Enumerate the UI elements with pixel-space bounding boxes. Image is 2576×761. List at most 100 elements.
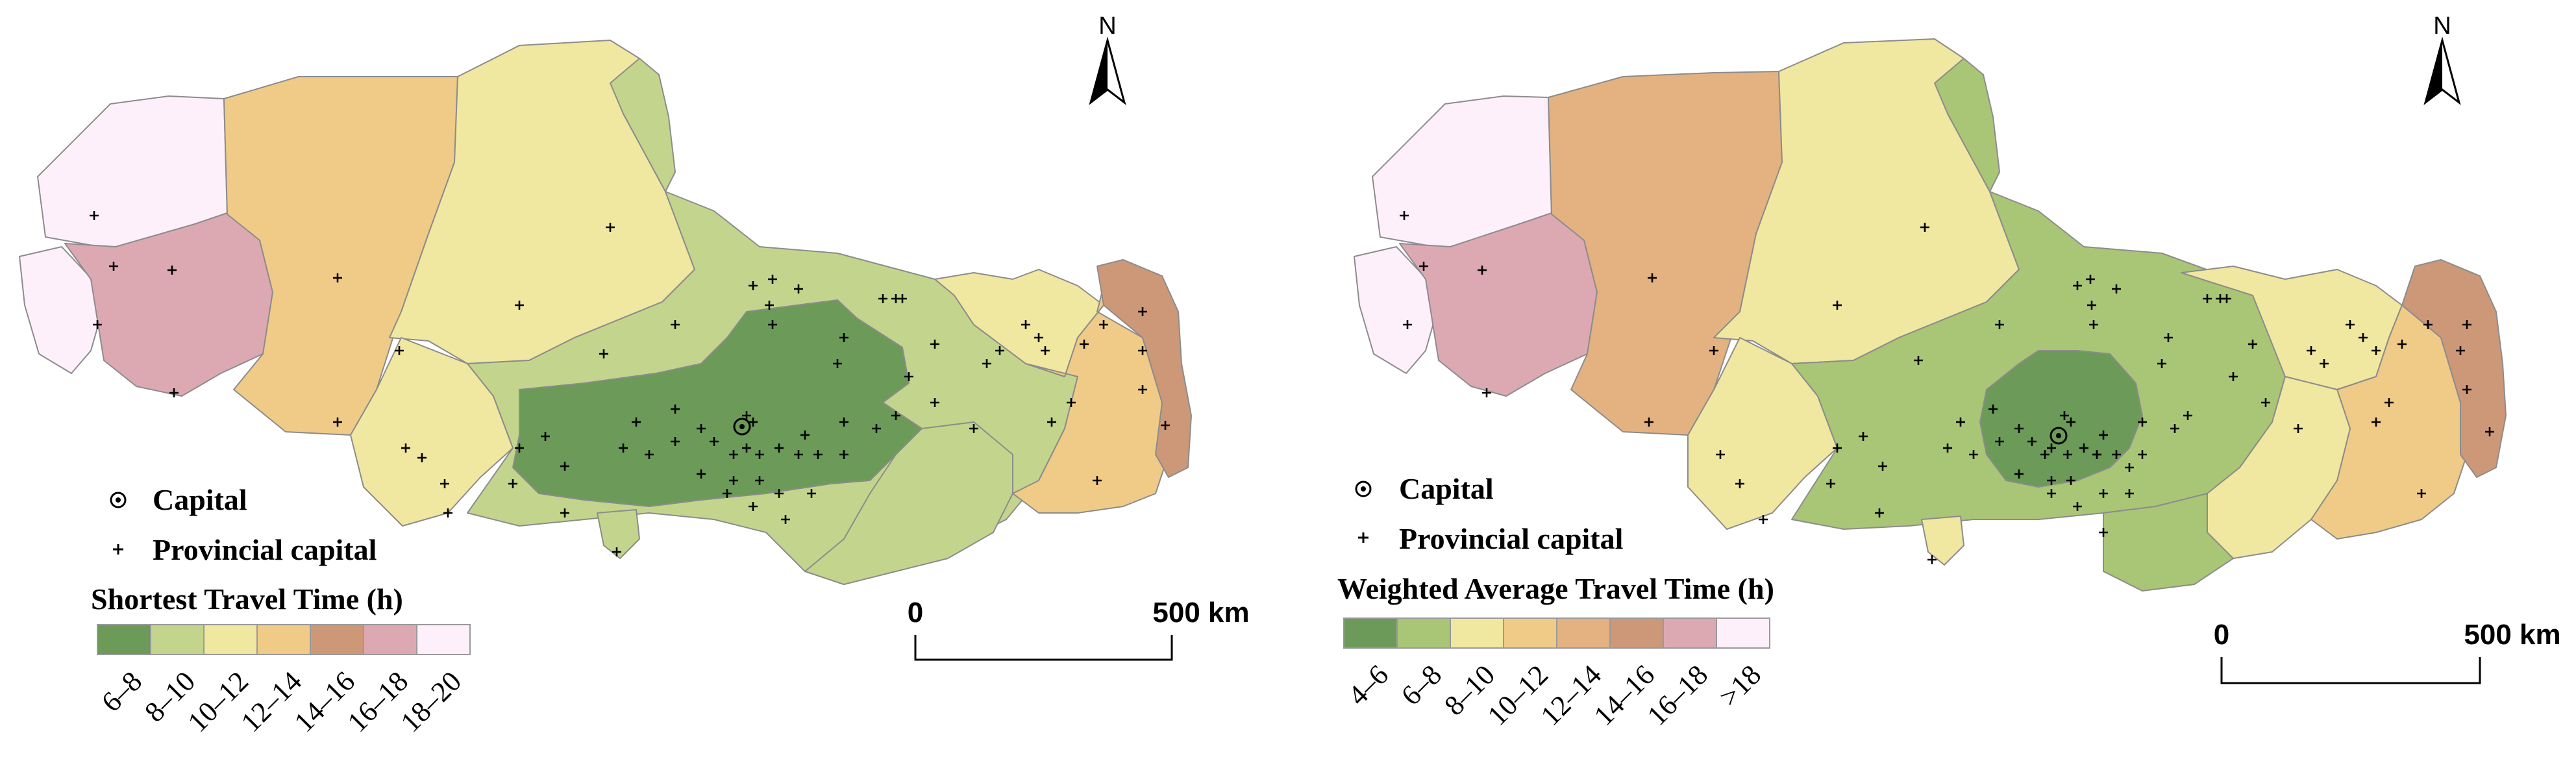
provincial-capital-marker: [401, 443, 410, 453]
provincial-capital-marker: [2359, 333, 2368, 342]
provincial-capital-marker: [2229, 372, 2238, 381]
provincial-capital-marker: [2183, 411, 2192, 420]
provincial-capital-marker: [697, 424, 706, 433]
provincial-capital-marker: [619, 443, 628, 453]
provincial-capital-marker: [2099, 430, 2108, 440]
provincial-capital-marker: [749, 281, 758, 290]
provincial-capital-marker: [729, 476, 738, 485]
provincial-capital-marker: [93, 320, 102, 329]
provincial-capital-marker: [560, 462, 569, 471]
provincial-capital-marker: [1995, 320, 2004, 329]
scale-bar-line: [2220, 657, 2481, 684]
provincial-capital-marker: [417, 453, 427, 462]
provincial-capital-marker: [749, 418, 758, 427]
provincial-capital-marker: [813, 450, 823, 459]
provincial-capital-marker: [2125, 463, 2134, 472]
provincial-capital-marker: [1419, 262, 1428, 271]
provincial-capital-marker: [632, 418, 641, 427]
legend-class-label: 18–20: [395, 665, 467, 738]
north-label: N: [2433, 12, 2451, 40]
legend-swatch: [1556, 618, 1611, 649]
legend-capital-label: Capital: [1399, 472, 1494, 505]
provincial-capital-marker: [1080, 340, 1089, 349]
provincial-capital-marker: [606, 223, 615, 232]
provincial-capital-marker: [541, 432, 550, 441]
provincial-capital-marker: [1093, 476, 1102, 485]
provincial-capital-marker: [898, 294, 907, 303]
provincial-capital-marker: [742, 443, 751, 453]
region-north-green: [1934, 58, 2000, 192]
region-east-orange: [1012, 285, 1169, 514]
provincial-capital-marker: [697, 469, 706, 479]
legend-swatch: [1716, 618, 1770, 649]
provincial-capital-marker: [2112, 450, 2121, 459]
provincial-capital-marker: [1759, 515, 1768, 524]
legend-class-label: 6–8: [1395, 658, 1448, 711]
provincial-capital-marker: [333, 418, 342, 427]
legend-swatch: [256, 624, 311, 655]
provincial-capital-marker: [2294, 424, 2303, 433]
legend-capital-label: Capital: [153, 483, 247, 516]
provincial-capital-marker: [90, 211, 99, 220]
provincial-capital-marker: [833, 359, 842, 368]
provincial-capital-marker: [1400, 211, 1409, 220]
provincial-capital-marker: [671, 437, 680, 446]
legend-swatch: [1450, 618, 1504, 649]
provincial-capital-marker: [2014, 424, 2024, 433]
provincial-capital-marker: [768, 320, 777, 329]
provincial-capital-marker: [671, 405, 680, 414]
provincial-capital-marker: [1927, 555, 1937, 564]
capital-marker-dot: [739, 424, 745, 429]
region-east-brown: [1096, 259, 1192, 478]
left-provincial-capitals: [90, 211, 1170, 556]
provincial-capital-marker: [2047, 489, 2056, 498]
provincial-capital-marker: [1914, 356, 1923, 365]
provincial-capital-marker: [1833, 443, 1842, 453]
provincial-capital-marker: [794, 450, 803, 459]
provincial-capital-marker: [768, 275, 777, 284]
region-north-green: [610, 58, 676, 192]
provincial-capital-marker: [969, 424, 978, 433]
legend-swatch: [363, 624, 417, 655]
legend-title: Weighted Average Travel Time (h): [1337, 572, 1774, 605]
left-scale-bar: 0 500 km: [908, 597, 1250, 661]
provincial-capital-marker: [508, 479, 517, 488]
right-north-arrow: N: [2423, 12, 2461, 105]
provincial-capital-marker: [2417, 489, 2426, 498]
provincial-capital-marker: [2014, 469, 2024, 479]
provincial-capital-marker: [2086, 275, 2095, 284]
provincial-capital-marker: [440, 479, 449, 488]
provincial-capital-marker: [904, 372, 913, 381]
legend-color-ramp: [97, 624, 471, 655]
legend-class-label: 14–16: [288, 665, 361, 738]
provincial-capital-marker: [443, 508, 452, 518]
provincial-capital-marker: [599, 349, 608, 358]
legend-class-label: >18: [1713, 658, 1767, 712]
legend-swatch: [310, 624, 364, 655]
provincial-capital-marker: [755, 476, 764, 485]
provincial-capital-marker: [1034, 333, 1043, 342]
provincial-capital-marker: [982, 359, 991, 368]
provincial-capital-marker: [1099, 320, 1108, 329]
provincial-capital-marker: [995, 346, 1004, 355]
legend-class-label: 16–18: [1641, 658, 1714, 731]
provincial-capital-marker: [167, 266, 177, 275]
provincial-capital-marker: [930, 398, 939, 407]
provincial-capital-marker: [671, 320, 680, 329]
right-map-regions: [1354, 38, 2507, 592]
region-south-green: [2103, 493, 2234, 592]
capital-marker-dot: [2056, 433, 2061, 438]
provincial-capital-marker: [2073, 502, 2082, 511]
legend-color-ramp: [1343, 618, 1770, 649]
provincial-capital-marker: [2040, 450, 2050, 459]
legend-capital-icon: [1355, 480, 1372, 497]
legend-swatch: [1609, 618, 1664, 649]
left-map-panel: N Capital Provincial capital Shortest Tr…: [19, 12, 1250, 738]
provincial-capital-marker: [765, 301, 774, 310]
provincial-capital-marker: [2138, 418, 2147, 427]
left-capital-marker: [733, 418, 751, 436]
provincial-capital-marker: [1969, 450, 1978, 459]
provincial-capital-marker: [2485, 427, 2494, 436]
